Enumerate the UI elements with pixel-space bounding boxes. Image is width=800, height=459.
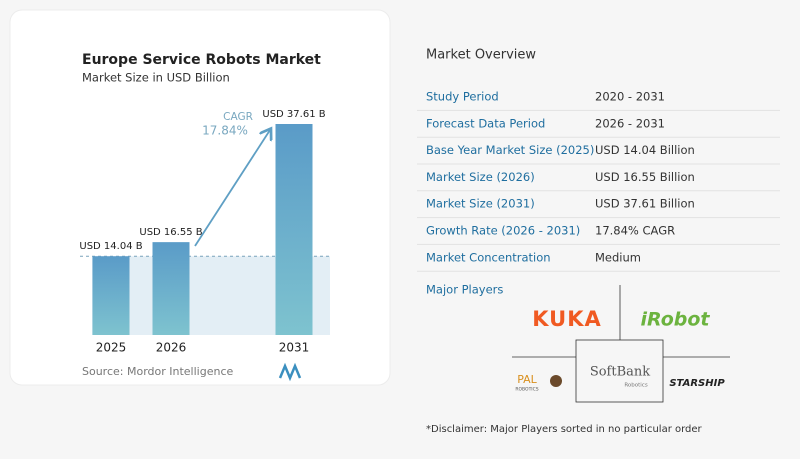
chart-subtitle: Market Size in USD Billion [82, 71, 230, 85]
overview-label: Growth Rate (2026 - 2031) [426, 224, 580, 238]
overview-value: Medium [595, 250, 641, 264]
logo-pal-mark [550, 375, 562, 387]
overview-label: Study Period [426, 90, 499, 104]
x-tick-label: 2026 [156, 341, 187, 355]
value-label: USD 37.61 B [262, 109, 325, 120]
bar [152, 242, 190, 335]
logo-kuka: KUKA [532, 307, 601, 331]
logo-irobot: iRobot [641, 309, 711, 331]
overview-value: 2020 - 2031 [595, 90, 665, 104]
overview-value: USD 37.61 Billion [595, 197, 695, 211]
overview-label: Market Size (2026) [426, 170, 535, 184]
cagr-arrow [194, 130, 270, 247]
overview-value: USD 16.55 Billion [595, 170, 695, 184]
source: Source: Mordor Intelligence [82, 365, 233, 378]
overview-value: 2026 - 2031 [595, 116, 665, 130]
logo-pal-sub: ROBOTICS [515, 387, 538, 393]
bar [275, 124, 313, 335]
disclaimer: *Disclaimer: Major Players sorted in no … [426, 424, 703, 435]
logo-softbank-sub: Robotics [624, 383, 648, 389]
x-tick-label: 2025 [96, 341, 127, 355]
x-tick-label: 2031 [279, 341, 310, 355]
cagr-label: CAGR [223, 111, 253, 123]
overview-label: Market Size (2031) [426, 197, 535, 211]
players-title: Major Players [426, 283, 503, 297]
overview-label: Forecast Data Period [426, 116, 545, 130]
value-label: USD 14.04 B [79, 241, 142, 252]
cagr-value: 17.84% [202, 124, 248, 138]
logo-softbank: SoftBank [590, 365, 650, 380]
source-logo [278, 362, 302, 382]
overview-title: Market Overview [426, 48, 536, 63]
overview-label: Base Year Market Size (2025) [426, 143, 594, 157]
overview-label: Market Concentration [426, 250, 551, 264]
logo-starship: STARSHIP [669, 378, 725, 389]
bar [92, 256, 130, 335]
chart-title: Europe Service Robots Market [82, 52, 321, 68]
value-label: USD 16.55 B [139, 227, 202, 238]
logo-grid [512, 285, 730, 403]
logo-pal: PAL [517, 373, 537, 386]
overview-value: 17.84% CAGR [595, 224, 675, 238]
overview-value: USD 14.04 Billion [595, 143, 695, 157]
